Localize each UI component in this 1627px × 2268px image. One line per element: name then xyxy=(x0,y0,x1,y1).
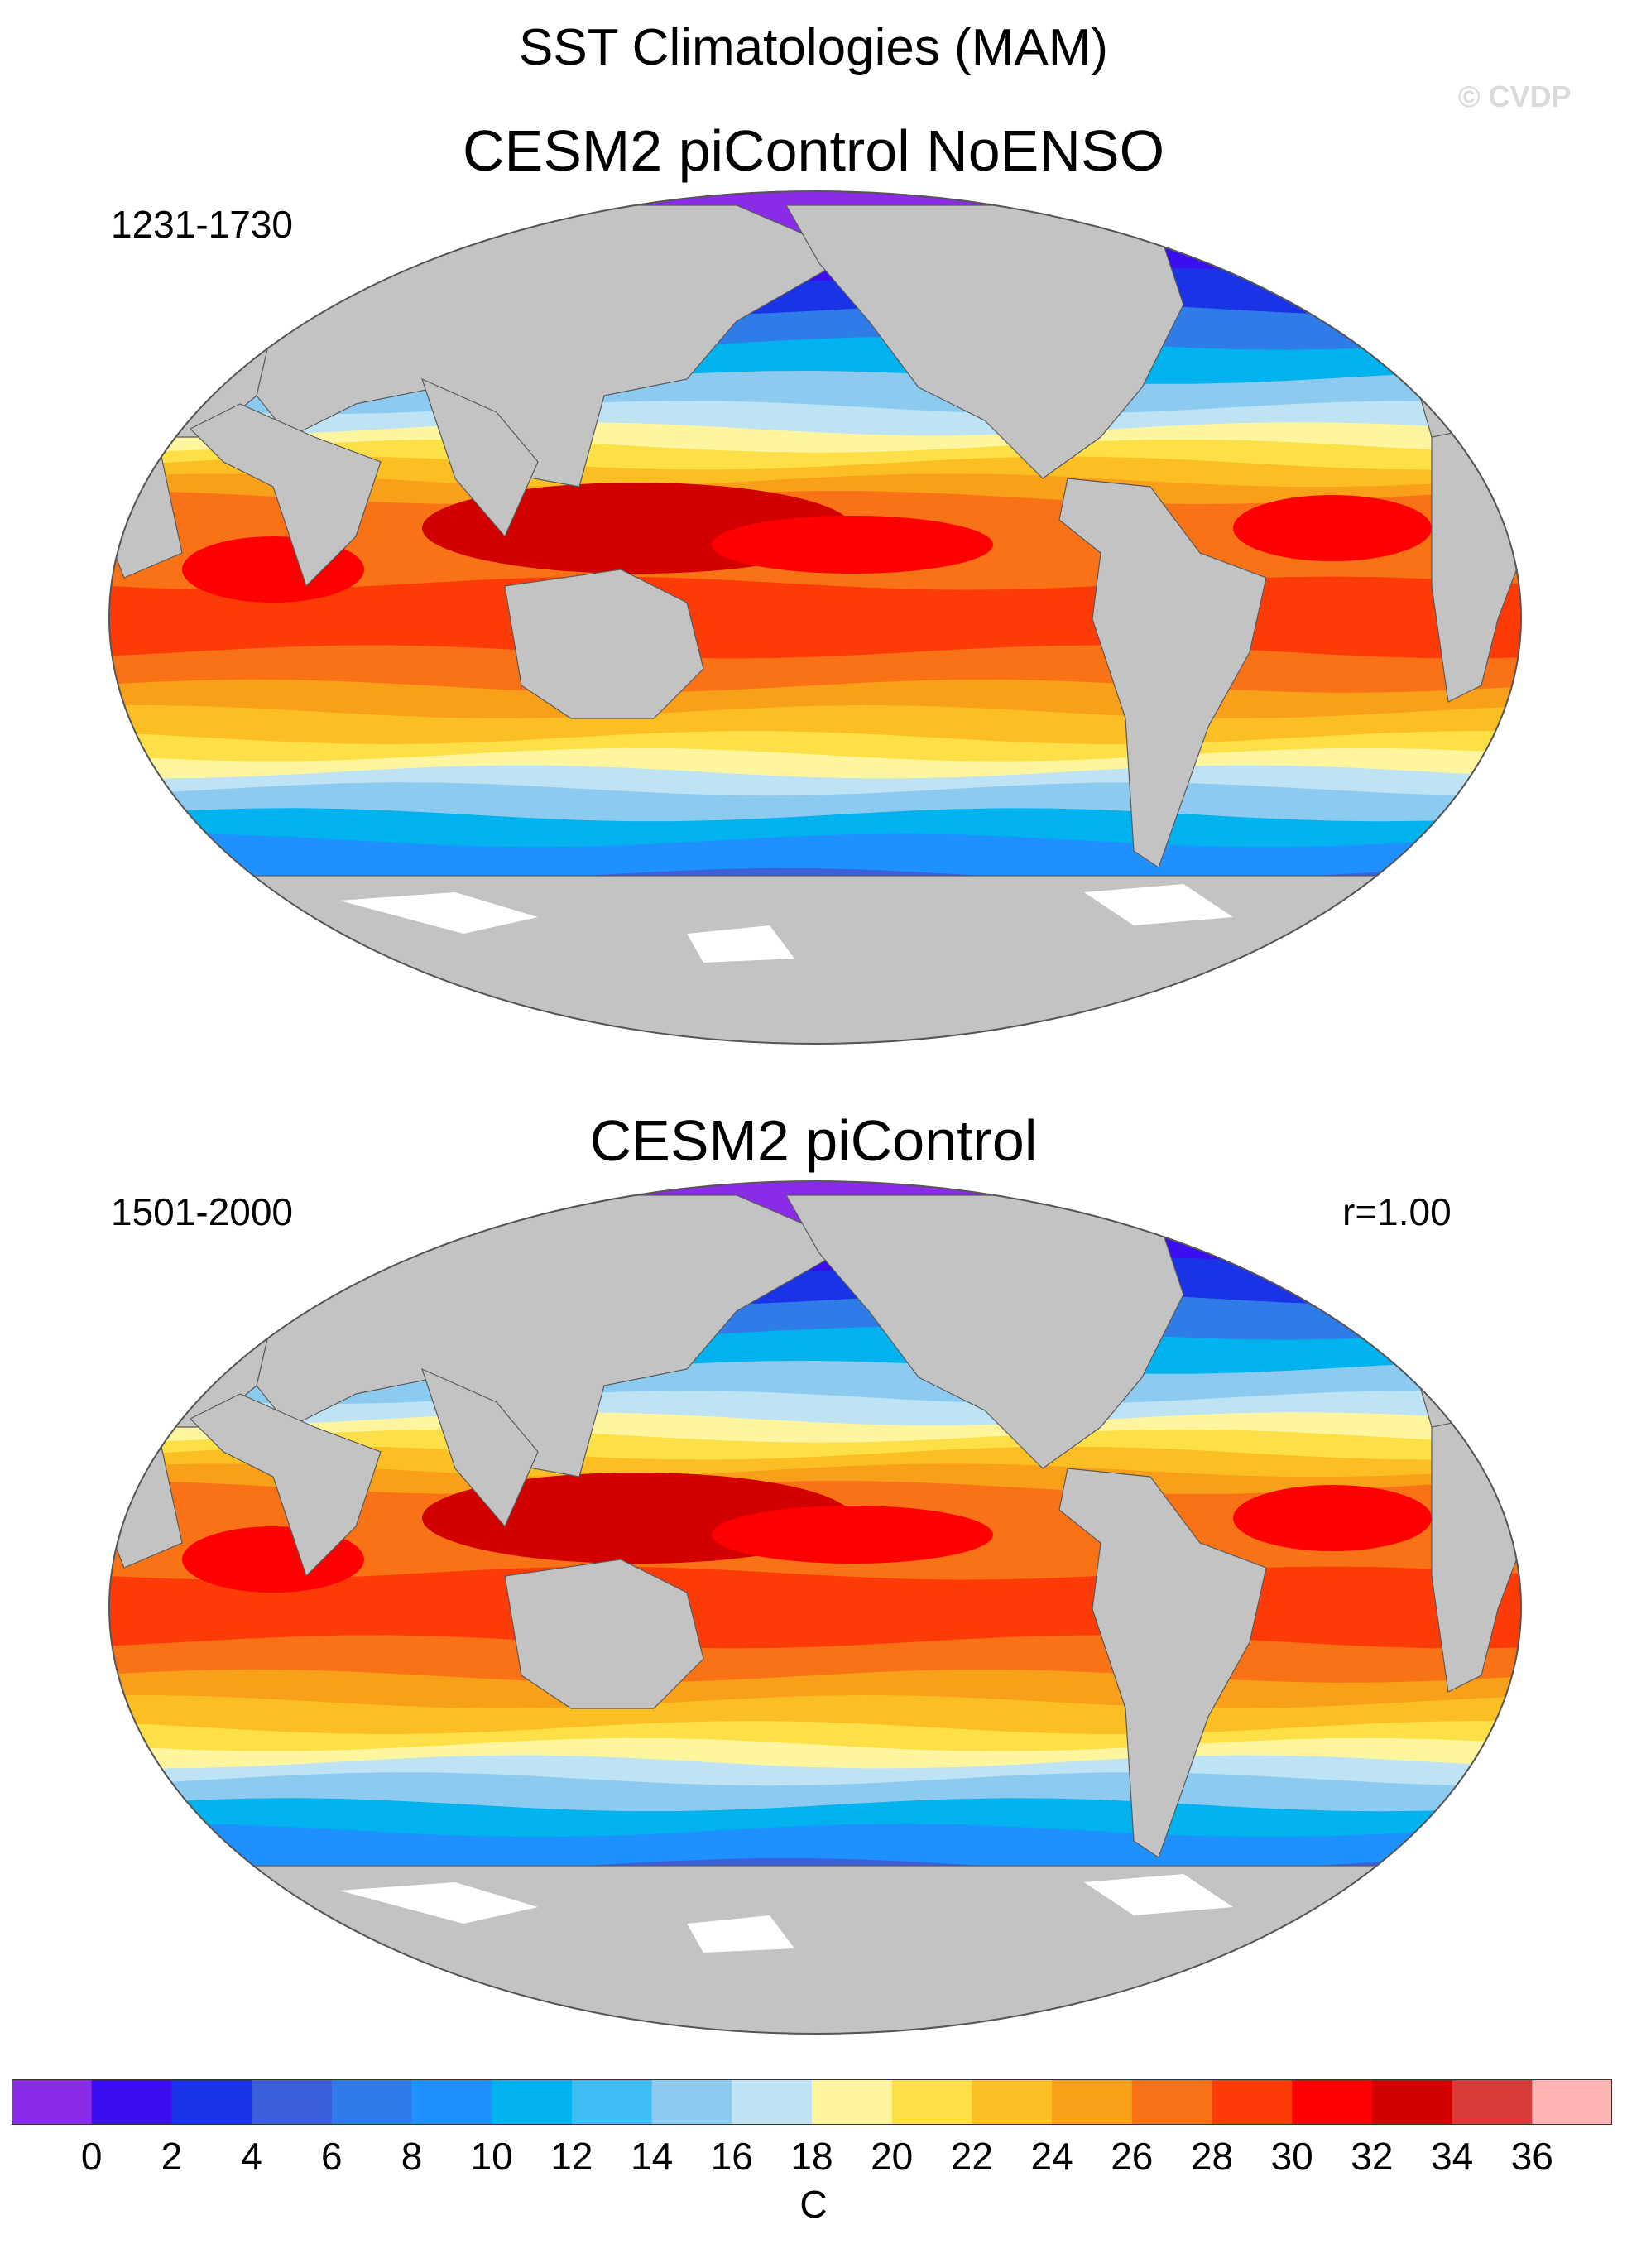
colorbar-bin xyxy=(12,2079,93,2125)
colorbar-tick-label: 6 xyxy=(321,2135,343,2178)
land-mass xyxy=(785,204,1184,479)
colorbar-tick-labels: 0 2 4 6 8 10 12 14 16 18 20 22 24 26 28 30 32 34 36 xyxy=(0,2134,1627,2184)
colorbar-bin xyxy=(1212,2079,1293,2125)
colorbar-tick-label: 2 xyxy=(161,2135,183,2178)
sst-band xyxy=(109,834,1521,885)
colorbar-bin xyxy=(1452,2079,1533,2125)
map-outline xyxy=(108,1180,1522,2035)
panel-1-period: 1231-1730 xyxy=(111,203,293,246)
land-mass xyxy=(189,1393,382,1578)
colorbar-tick-label: 36 xyxy=(1510,2135,1553,2178)
warm-pool xyxy=(712,516,993,574)
sst-band xyxy=(109,1463,1521,1497)
land-mass xyxy=(189,403,382,588)
colorbar-bin xyxy=(411,2079,492,2125)
figure-title: SST Climatologies (MAM) xyxy=(518,19,1108,76)
colorbar-tick-label: 24 xyxy=(1030,2135,1073,2178)
land-mass xyxy=(109,1865,1521,2034)
colorbar-bin xyxy=(732,2079,813,2125)
colorbar-bin xyxy=(252,2079,333,2125)
ice-shelf xyxy=(339,1882,538,1924)
colorbar-tick-label: 26 xyxy=(1111,2135,1154,2178)
land-mass xyxy=(1058,478,1267,868)
land-mass xyxy=(1058,1468,1267,1858)
colorbar-tick-label: 10 xyxy=(470,2135,513,2178)
colorbar-tick-label: 12 xyxy=(550,2135,593,2178)
ice-shelf xyxy=(687,1915,794,1953)
panel-2-map xyxy=(108,1180,1522,2035)
warm-pool xyxy=(1233,1485,1432,1551)
colorbar-bin xyxy=(1292,2079,1373,2125)
ice-shelf xyxy=(1084,884,1233,925)
panel-1-title: CESM2 piControl NoENSO xyxy=(462,118,1165,183)
land-mass xyxy=(504,569,704,719)
map-outline xyxy=(108,190,1522,1045)
panel-2-title: CESM2 piControl xyxy=(589,1108,1038,1173)
panel-2-correlation: r=1.00 xyxy=(1342,1190,1452,1233)
colorbar-tick-label: 14 xyxy=(631,2135,674,2178)
warm-pool xyxy=(712,1506,993,1564)
land-mass xyxy=(421,377,539,538)
colorbar-tick-label: 30 xyxy=(1270,2135,1313,2178)
land-mass xyxy=(504,1559,704,1709)
colorbar-bin xyxy=(91,2079,172,2125)
ice-shelf xyxy=(339,892,538,934)
colorbar-bin xyxy=(171,2079,252,2125)
colorbar-frame xyxy=(12,2079,1612,2125)
colorbar-tick-label: 22 xyxy=(950,2135,993,2178)
ice-shelf xyxy=(1084,1874,1233,1915)
colorbar-tick-label: 32 xyxy=(1351,2135,1394,2178)
colorbar-bin xyxy=(571,2079,653,2125)
colorbar-tick-label: 4 xyxy=(241,2135,262,2178)
colorbar-bin xyxy=(492,2079,573,2125)
colorbar-units: C xyxy=(799,2183,828,2226)
colorbar-bin xyxy=(812,2079,893,2125)
sst-band xyxy=(109,1824,1521,1875)
colorbar-tick-label: 28 xyxy=(1190,2135,1234,2178)
watermark: © CVDP xyxy=(1458,79,1572,113)
colorbar xyxy=(12,2079,1612,2125)
warm-pool xyxy=(1233,495,1432,561)
colorbar-bin xyxy=(1052,2079,1133,2125)
sst-band xyxy=(109,473,1521,507)
land-mass xyxy=(421,1367,539,1528)
colorbar-bin xyxy=(1131,2079,1213,2125)
ice-shelf xyxy=(687,925,794,963)
colorbar-bin xyxy=(1532,2079,1612,2125)
colorbar-bin xyxy=(1371,2079,1453,2125)
land-mass xyxy=(109,875,1521,1044)
colorbar-bin xyxy=(972,2079,1053,2125)
colorbar-tick-label: 34 xyxy=(1431,2135,1474,2178)
panel-1-map xyxy=(108,190,1522,1045)
colorbar-bin xyxy=(331,2079,413,2125)
colorbar-tick-label: 0 xyxy=(80,2135,103,2178)
panel-2-period: 1501-2000 xyxy=(111,1190,293,1233)
colorbar-tick-label: 16 xyxy=(710,2135,753,2178)
colorbar-tick-label: 18 xyxy=(790,2135,833,2178)
colorbar-tick-label: 20 xyxy=(871,2135,914,2178)
colorbar-bin xyxy=(891,2079,972,2125)
colorbar-bin xyxy=(651,2079,732,2125)
colorbar-tick-label: 8 xyxy=(401,2135,423,2178)
land-mass xyxy=(785,1194,1184,1469)
